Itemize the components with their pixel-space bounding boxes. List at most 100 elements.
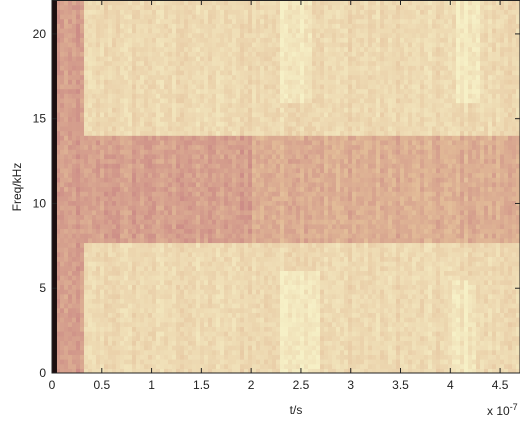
spectrogram-cell (144, 195, 149, 202)
spectrogram-cell (100, 340, 105, 346)
spectrogram-cell (236, 331, 241, 337)
spectrogram-cell (96, 65, 101, 71)
spectrogram-cell (240, 163, 245, 169)
spectrogram-cell (240, 37, 245, 43)
spectrogram-cell (236, 88, 241, 94)
spectrogram-cell (108, 88, 113, 94)
spectrogram-cell (208, 331, 213, 337)
spectrogram-cell (200, 223, 205, 230)
spectrogram-cell (204, 18, 209, 24)
spectrogram-cell (92, 368, 97, 373)
spectrogram-cell (136, 275, 141, 281)
spectrogram-cell (68, 275, 73, 281)
spectrogram-cell (60, 317, 65, 323)
spectrogram-cell (108, 237, 113, 244)
spectrogram-cell (112, 135, 117, 141)
spectrogram-cell (128, 303, 133, 309)
spectrogram-cell (72, 9, 77, 15)
spectrogram-cell (84, 0, 89, 6)
spectrogram-cell (120, 79, 125, 85)
spectrogram-cell (160, 312, 165, 318)
spectrogram-cell (140, 242, 145, 248)
spectrogram-cell (104, 69, 109, 76)
spectrogram-cell (228, 284, 233, 290)
spectrogram-cell (184, 41, 189, 48)
spectrogram-cell (164, 331, 169, 337)
spectrogram-cell (288, 116, 293, 122)
spectrogram-cell (76, 237, 81, 244)
spectrogram-cell (284, 195, 289, 202)
spectrogram-cell (236, 23, 241, 29)
spectrogram-cell (128, 340, 133, 346)
spectrogram-cell (232, 205, 237, 211)
spectrogram-cell (188, 359, 193, 365)
spectrogram-cell (288, 130, 293, 136)
spectrogram-cell (228, 4, 233, 10)
spectrogram-cell (236, 130, 241, 136)
spectrogram-cell (248, 69, 253, 76)
spectrogram-cell (264, 209, 269, 216)
spectrogram-cell (108, 111, 113, 118)
spectrogram-cell (260, 23, 265, 29)
spectrogram-cell (232, 293, 237, 299)
spectrogram-cell (148, 158, 153, 164)
spectrogram-cell (116, 139, 121, 146)
spectrogram-cell (172, 93, 177, 99)
spectrogram-cell (248, 144, 253, 150)
spectrogram-cell (180, 46, 185, 52)
spectrogram-cell (280, 270, 285, 276)
spectrogram-cell (208, 279, 213, 286)
spectrogram-cell (132, 289, 137, 295)
spectrogram-cell (156, 219, 161, 225)
spectrogram-cell (140, 321, 145, 327)
spectrogram-cell (228, 9, 233, 15)
spectrogram-cell (216, 51, 221, 57)
spectrogram-cell (92, 270, 97, 276)
spectrogram-cell (96, 359, 101, 365)
spectrogram-cell (264, 293, 269, 299)
spectrogram-cell (108, 186, 113, 192)
spectrogram-cell (124, 13, 129, 20)
spectrogram-cell (268, 172, 273, 178)
spectrogram-cell (288, 153, 293, 160)
spectrogram-cell (128, 97, 133, 104)
spectrogram-cell (96, 167, 101, 174)
spectrogram-cell (108, 18, 113, 24)
spectrogram-cell (256, 293, 261, 299)
spectrogram-cell (164, 88, 169, 94)
spectrogram-cell (248, 177, 253, 183)
spectrogram-cell (284, 363, 289, 369)
spectrogram-cell (236, 111, 241, 118)
spectrogram-cell (152, 186, 157, 192)
spectrogram-cell (140, 363, 145, 369)
spectrogram-cell (168, 233, 173, 239)
spectrogram-cell (172, 321, 177, 327)
spectrogram-cell (204, 359, 209, 365)
spectrogram-cell (76, 279, 81, 286)
spectrogram-cell (220, 345, 225, 351)
spectrogram-cell (168, 172, 173, 178)
spectrogram-cell (116, 223, 121, 230)
spectrogram-cell (76, 60, 81, 66)
spectrogram-cell (136, 214, 141, 220)
spectrogram-cell (192, 251, 197, 258)
spectrogram-cell (80, 37, 85, 43)
spectrogram-cell (252, 158, 257, 164)
spectrogram-cell (300, 219, 305, 225)
spectrogram-cell (64, 149, 69, 155)
spectrogram-cell (220, 242, 225, 248)
spectrogram-cell (256, 139, 261, 146)
spectrogram-cell (296, 331, 301, 337)
spectrogram-cell (68, 65, 73, 71)
spectrogram-cell (100, 9, 105, 15)
spectrogram-cell (124, 228, 129, 234)
spectrogram-cell (216, 265, 221, 272)
spectrogram-cell (224, 177, 229, 183)
spectrogram-cell (112, 265, 117, 272)
spectrogram-cell (100, 177, 105, 183)
spectrogram-cell (136, 83, 141, 90)
spectrogram-cell (204, 345, 209, 351)
spectrogram-cell (128, 200, 133, 206)
spectrogram-cell (228, 167, 233, 174)
spectrogram-cell (124, 265, 129, 272)
